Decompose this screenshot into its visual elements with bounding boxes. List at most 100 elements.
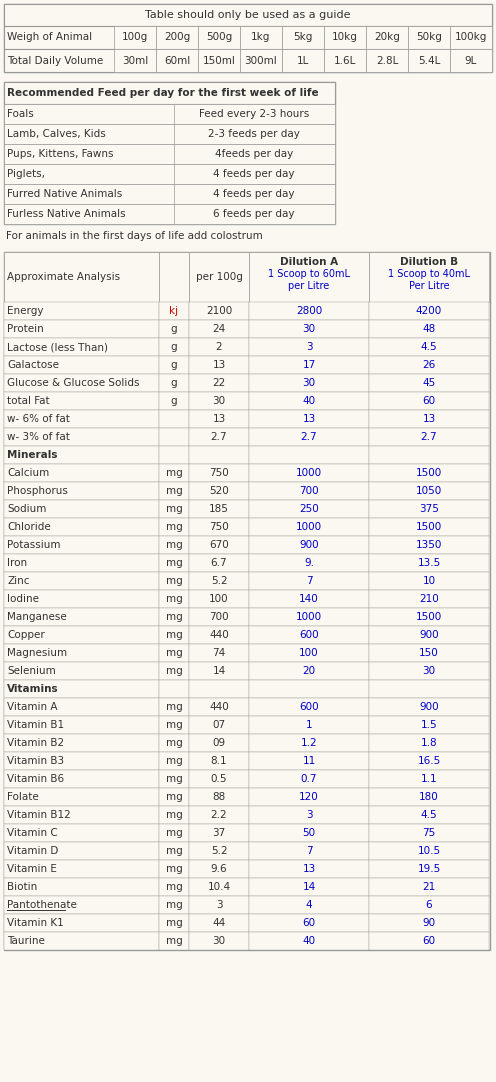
- Text: 9.: 9.: [304, 558, 314, 568]
- Text: 4: 4: [306, 900, 312, 910]
- Bar: [189, 302, 249, 320]
- Text: mg: mg: [166, 828, 183, 837]
- Text: 100g: 100g: [122, 32, 148, 42]
- Bar: [249, 608, 369, 626]
- Text: Glucose & Glucose Solids: Glucose & Glucose Solids: [7, 378, 139, 388]
- Text: per 100g: per 100g: [195, 272, 243, 282]
- Text: 2: 2: [216, 342, 222, 352]
- Text: w- 3% of fat: w- 3% of fat: [7, 432, 70, 443]
- Text: 1050: 1050: [416, 486, 442, 496]
- Text: Energy: Energy: [7, 306, 44, 316]
- Text: 13: 13: [303, 865, 315, 874]
- Text: 30: 30: [212, 936, 226, 946]
- Bar: [189, 788, 249, 806]
- Text: 1L: 1L: [297, 55, 309, 66]
- Bar: [189, 806, 249, 824]
- Bar: [249, 716, 369, 734]
- Bar: [4, 252, 159, 302]
- Bar: [4, 860, 159, 878]
- Text: Vitamin B6: Vitamin B6: [7, 774, 64, 784]
- Text: 60ml: 60ml: [164, 55, 190, 66]
- Text: mg: mg: [166, 558, 183, 568]
- Text: 750: 750: [209, 469, 229, 478]
- Text: 50: 50: [303, 828, 315, 837]
- Text: 6: 6: [426, 900, 433, 910]
- Bar: [174, 184, 335, 204]
- Bar: [249, 392, 369, 410]
- Text: 1.1: 1.1: [421, 774, 437, 784]
- Bar: [189, 572, 249, 590]
- Text: 6 feeds per day: 6 feeds per day: [213, 209, 295, 219]
- Text: Foals: Foals: [7, 109, 34, 119]
- Text: Taurine: Taurine: [7, 936, 45, 946]
- Bar: [369, 896, 489, 914]
- Text: Vitamin B1: Vitamin B1: [7, 720, 64, 730]
- Text: 30: 30: [423, 667, 435, 676]
- Bar: [369, 374, 489, 392]
- Text: 24: 24: [212, 324, 226, 334]
- Bar: [369, 698, 489, 716]
- Text: 900: 900: [419, 702, 439, 712]
- Text: Furred Native Animals: Furred Native Animals: [7, 189, 122, 199]
- Bar: [369, 392, 489, 410]
- Text: 13: 13: [212, 360, 226, 370]
- Bar: [189, 410, 249, 428]
- Bar: [369, 788, 489, 806]
- Text: 500g: 500g: [206, 32, 232, 42]
- Text: 1 Scoop to 40mL: 1 Scoop to 40mL: [388, 269, 470, 279]
- Text: 3: 3: [216, 900, 222, 910]
- Text: 60: 60: [303, 918, 315, 928]
- Bar: [189, 752, 249, 770]
- Text: 100kg: 100kg: [455, 32, 487, 42]
- Bar: [408, 26, 450, 49]
- Text: mg: mg: [166, 469, 183, 478]
- Bar: [369, 842, 489, 860]
- Text: 13.5: 13.5: [417, 558, 440, 568]
- Text: 17: 17: [303, 360, 315, 370]
- Text: 4 feeds per day: 4 feeds per day: [213, 189, 295, 199]
- Text: mg: mg: [166, 504, 183, 514]
- Bar: [4, 481, 159, 500]
- Bar: [4, 184, 335, 204]
- Bar: [249, 878, 369, 896]
- Bar: [189, 536, 249, 554]
- Bar: [249, 464, 369, 481]
- Bar: [189, 446, 249, 464]
- Bar: [4, 662, 159, 679]
- Bar: [4, 392, 159, 410]
- Text: 10.4: 10.4: [207, 882, 231, 892]
- Bar: [249, 536, 369, 554]
- Bar: [159, 428, 189, 446]
- Bar: [159, 679, 189, 698]
- Text: mg: mg: [166, 846, 183, 856]
- Text: 14: 14: [303, 882, 315, 892]
- Text: Piglets,: Piglets,: [7, 169, 45, 179]
- Text: 140: 140: [299, 594, 319, 604]
- Text: mg: mg: [166, 936, 183, 946]
- Text: Iron: Iron: [7, 558, 27, 568]
- Bar: [249, 428, 369, 446]
- Bar: [369, 806, 489, 824]
- Bar: [4, 252, 490, 950]
- Bar: [159, 410, 189, 428]
- Text: 2800: 2800: [296, 306, 322, 316]
- Text: mg: mg: [166, 774, 183, 784]
- Text: Lamb, Calves, Kids: Lamb, Calves, Kids: [7, 129, 106, 138]
- Bar: [366, 49, 408, 72]
- Bar: [189, 896, 249, 914]
- Text: Galactose: Galactose: [7, 360, 59, 370]
- Text: Chloride: Chloride: [7, 522, 51, 532]
- Text: 120: 120: [299, 792, 319, 802]
- Text: 1: 1: [306, 720, 312, 730]
- Text: 30ml: 30ml: [122, 55, 148, 66]
- Text: 48: 48: [423, 324, 435, 334]
- Text: mg: mg: [166, 648, 183, 658]
- Bar: [159, 590, 189, 608]
- Bar: [189, 356, 249, 374]
- Text: 520: 520: [209, 486, 229, 496]
- Text: 7: 7: [306, 576, 312, 586]
- Text: 4.5: 4.5: [421, 810, 437, 820]
- Bar: [159, 896, 189, 914]
- Text: 0.7: 0.7: [301, 774, 317, 784]
- Bar: [159, 878, 189, 896]
